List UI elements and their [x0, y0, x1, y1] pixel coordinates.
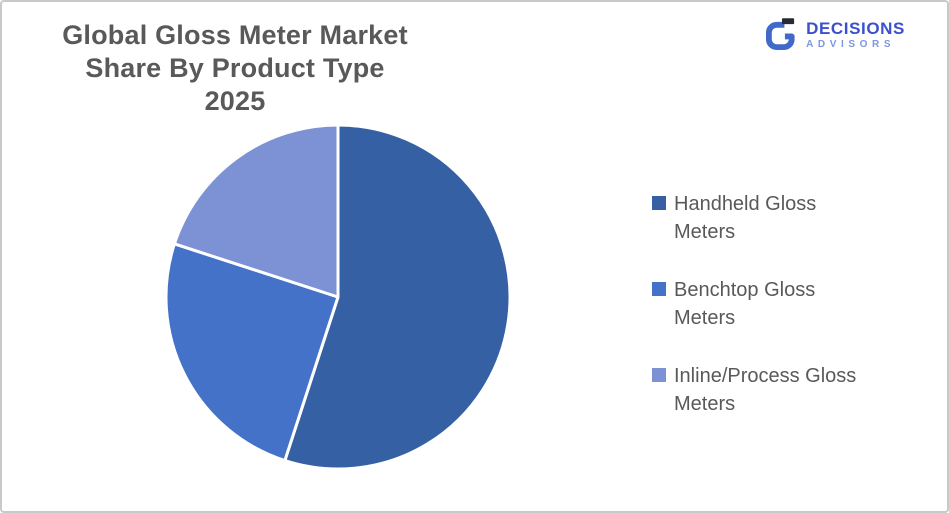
brand-logo: DECISIONS ADVISORS	[765, 17, 905, 53]
legend-marker-handheld	[652, 196, 666, 210]
legend-item-inline-process: Inline/Process Gloss Meters	[652, 362, 879, 418]
pie-slice-2	[164, 242, 340, 463]
legend-label: Benchtop Gloss Meters	[674, 279, 816, 329]
legend-label: Inline/Process Gloss Meters	[674, 365, 857, 415]
pie-slice-1	[283, 123, 512, 471]
legend-label: Handheld Gloss Meters	[674, 193, 817, 243]
pie-chart	[164, 123, 512, 471]
legend: Handheld Gloss Meters Benchtop Gloss Met…	[652, 190, 879, 448]
legend-item-benchtop: Benchtop Gloss Meters	[652, 276, 879, 332]
pie-slice-3	[172, 123, 340, 299]
legend-marker-benchtop	[652, 282, 666, 296]
logo-text: DECISIONS ADVISORS	[806, 19, 905, 51]
chart-title: Global Gloss Meter Market Share By Produ…	[62, 20, 408, 116]
legend-item-handheld: Handheld Gloss Meters	[652, 190, 879, 246]
logo-g-monogram-icon	[766, 18, 795, 51]
legend-marker-inline-process	[652, 368, 666, 382]
logo-brand-text: DECISIONS	[806, 19, 905, 38]
logo-sub-brand-text: ADVISORS	[806, 39, 896, 50]
